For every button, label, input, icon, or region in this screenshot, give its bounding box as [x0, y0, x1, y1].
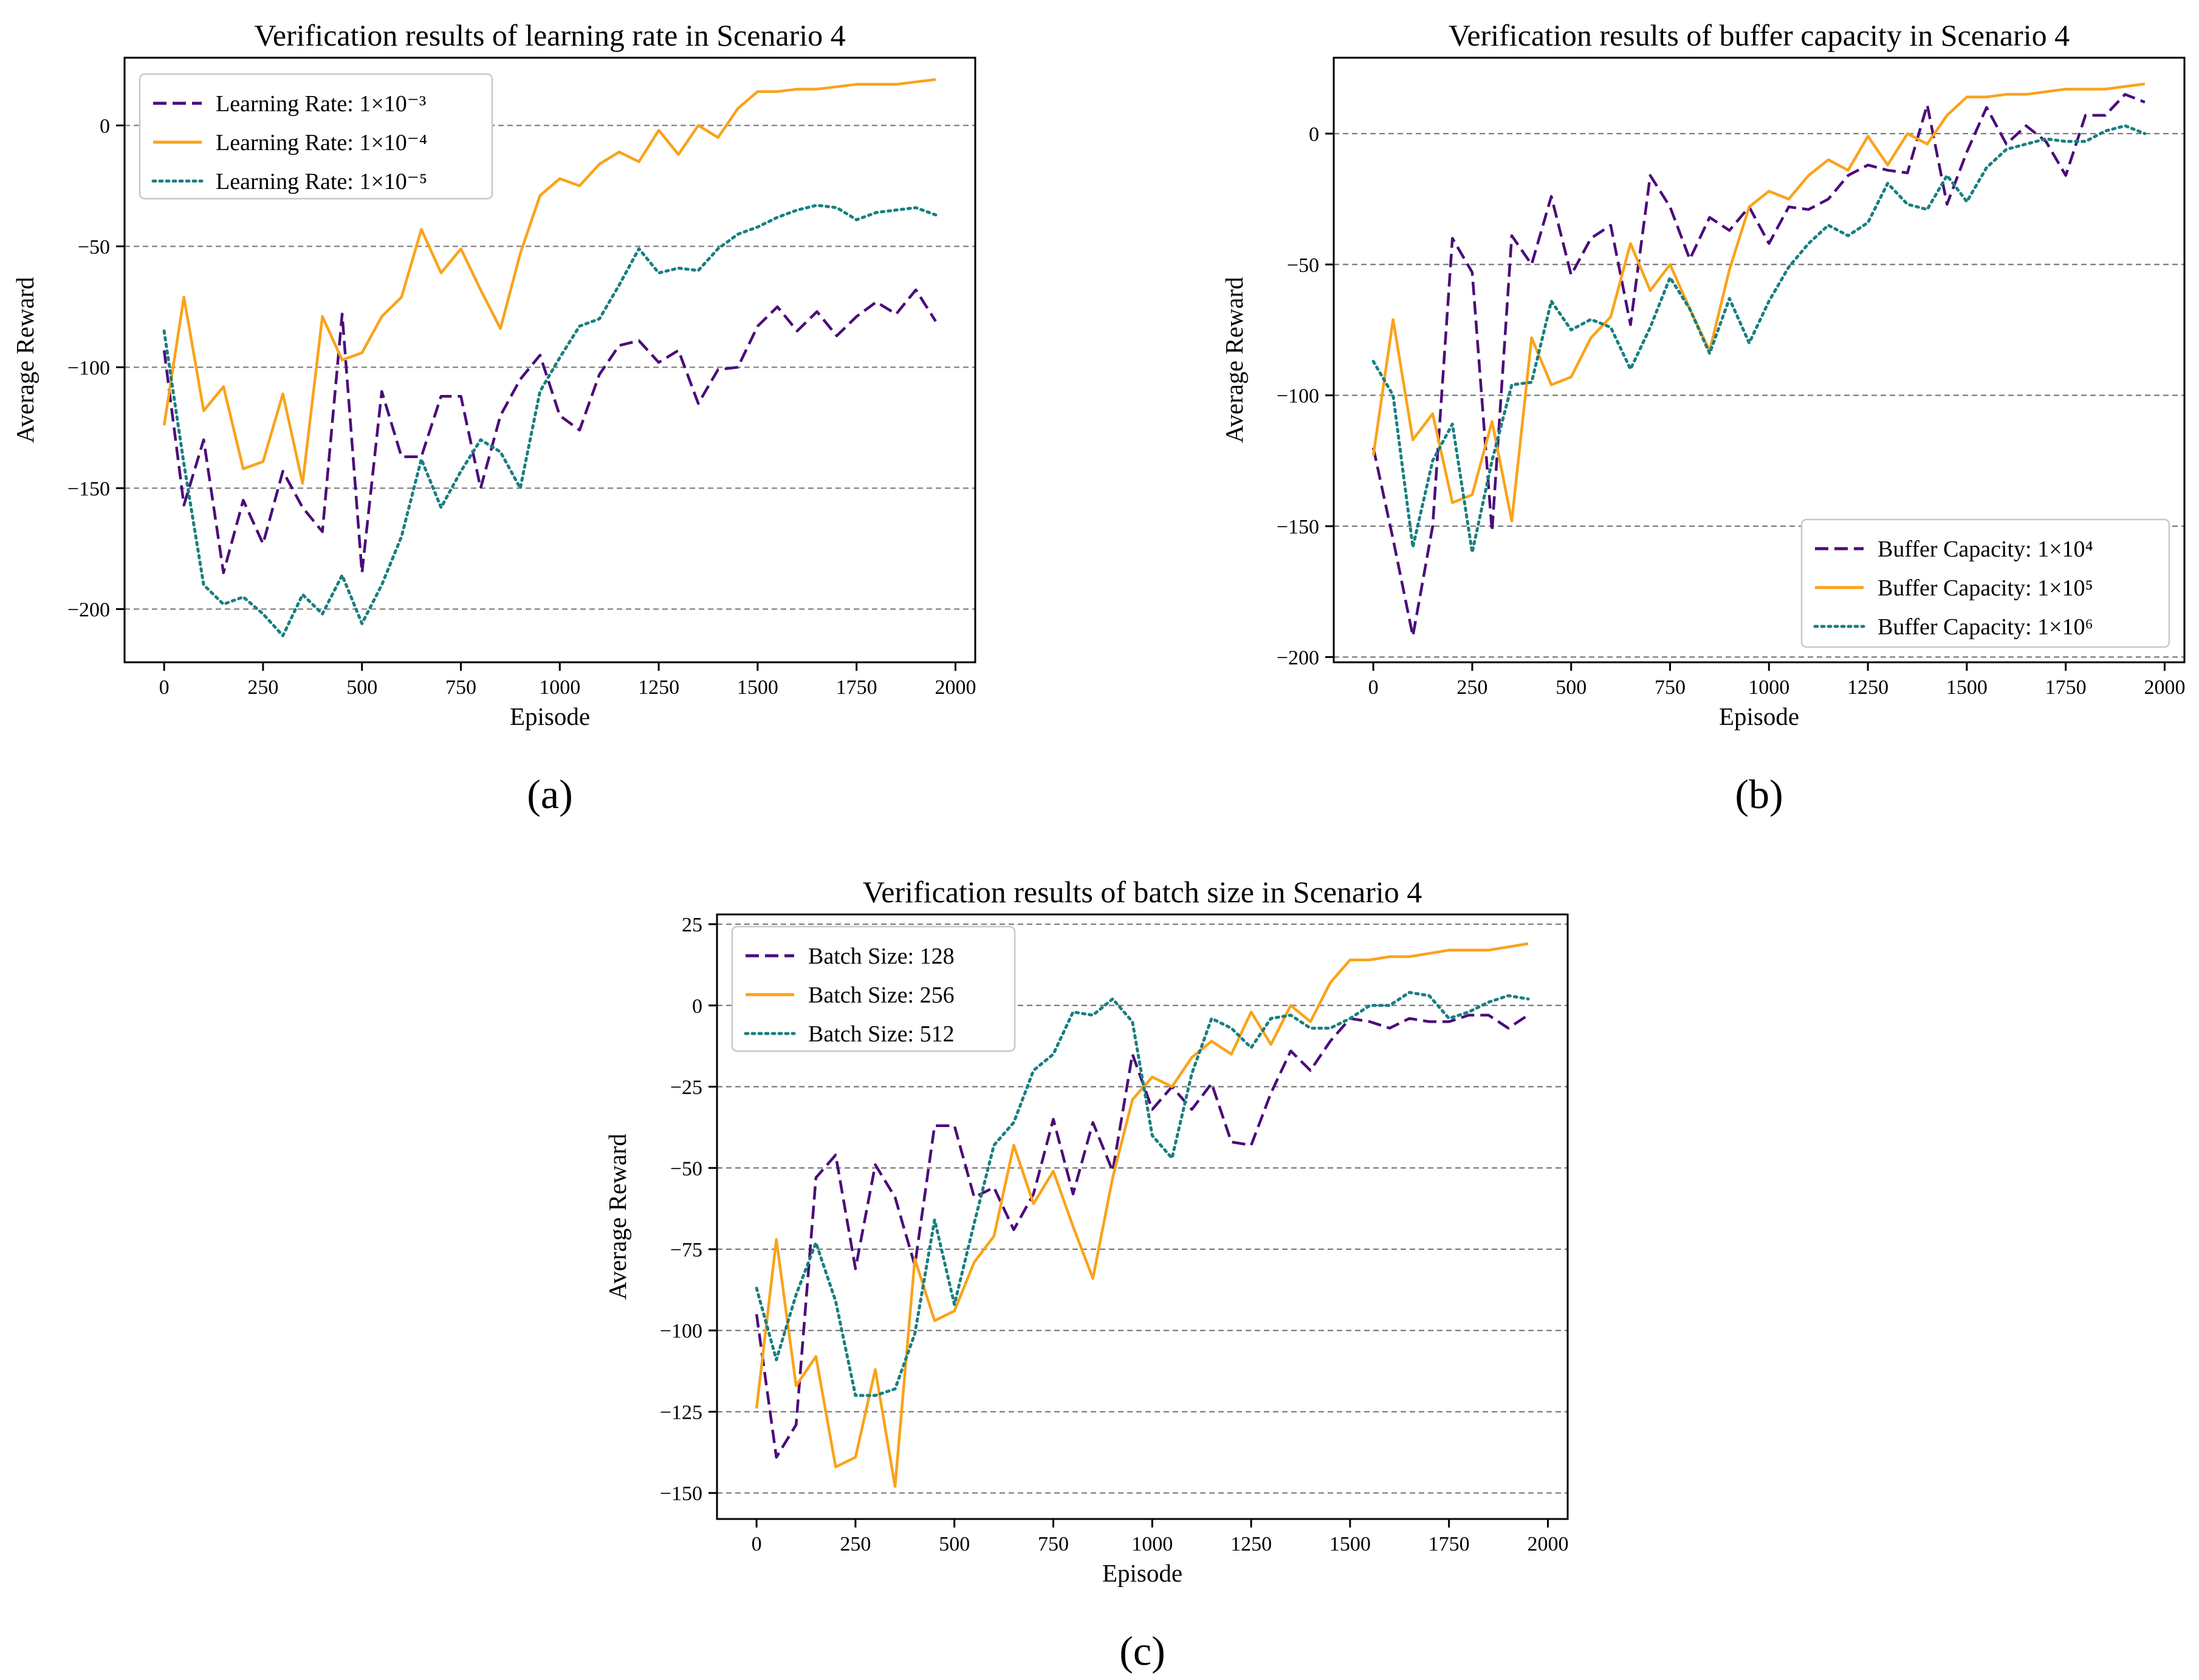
y-axis-label: Average Reward	[11, 277, 39, 444]
y-tick-label: 0	[100, 115, 110, 137]
x-tick-label: 1750	[1429, 1533, 1470, 1555]
plot-frame	[123, 57, 976, 663]
series-line-3	[162, 204, 938, 637]
legend-box	[731, 925, 1016, 1052]
y-tick-label: −125	[660, 1401, 702, 1424]
legend-entry: Learning Rate: 1×10⁻⁴	[216, 130, 427, 156]
chart-a: 0 250 500 750 1000 1250 1500 1750 2000 0 −50 −100 −1…	[11, 18, 976, 817]
chart-title: Verification results of buffer capacity …	[1449, 18, 2070, 52]
x-tick-label: 500	[1556, 676, 1587, 699]
chart-b: 0 250 500 750 1000 1250 1500 1750 2000 0 −50 −100 −1…	[1220, 18, 2186, 817]
plot-frame	[1333, 57, 2186, 663]
y-tick-label: −200	[1277, 646, 1319, 669]
legend-entry: Batch Size: 128	[808, 944, 955, 969]
legend-entry: Learning Rate: 1×10⁻⁵	[216, 169, 427, 194]
x-tick-label: 1250	[1847, 676, 1889, 699]
x-tick-label: 1250	[638, 676, 679, 699]
x-tick-label: 250	[247, 676, 278, 699]
legend-box	[139, 73, 493, 200]
series-line-1	[1371, 93, 2146, 638]
x-tick-label: 750	[1655, 676, 1686, 699]
legend-box	[1800, 518, 2170, 648]
series-line-1	[162, 288, 937, 574]
chart-title: Verification results of batch size in Sc…	[863, 875, 1422, 909]
legend-entry: Batch Size: 512	[808, 1021, 955, 1047]
x-tick-label: 750	[1038, 1533, 1069, 1555]
legend-entry: Buffer Capacity: 1×10⁴	[1878, 537, 2093, 562]
x-tick-label: 2000	[2144, 676, 2185, 699]
x-tick-label: 0	[1368, 676, 1379, 699]
x-tick-label: 2000	[1527, 1533, 1568, 1555]
legend: Learning Rate: 1×10⁻³ Learning Rate: 1×10…	[139, 73, 493, 200]
x-tick-label: 1750	[2045, 676, 2087, 699]
x-tick-label: 750	[445, 676, 476, 699]
x-tick-label: 500	[346, 676, 377, 699]
x-axis-label: Episode	[510, 702, 590, 730]
y-tick-label: −25	[670, 1077, 702, 1099]
y-tick-label: −50	[1287, 254, 1319, 276]
legend: Batch Size: 128 Batch Size: 256 Batch Size…	[731, 925, 1016, 1052]
x-tick-label: 1500	[1329, 1533, 1371, 1555]
x-axis-label: Episode	[1719, 702, 1799, 730]
y-tick-label: −100	[1277, 385, 1319, 408]
x-tick-label: 250	[1456, 676, 1487, 699]
x-tick-label: 2000	[935, 676, 976, 699]
y-tick-label: −200	[67, 598, 110, 621]
x-tick-label: 0	[752, 1533, 762, 1555]
y-tick-label: 25	[682, 914, 702, 936]
series-line-3	[755, 990, 1530, 1397]
legend-entry: Buffer Capacity: 1×10⁶	[1878, 614, 2093, 640]
x-tick-label: 500	[939, 1533, 970, 1555]
legend: Buffer Capacity: 1×10⁴ Buffer Capacity: 1…	[1800, 518, 2170, 648]
panel-label: (a)	[527, 771, 572, 817]
y-tick-label: 0	[1309, 123, 1319, 146]
plot-frame	[716, 913, 1569, 1520]
y-tick-label: −150	[660, 1483, 702, 1505]
x-axis-label: Episode	[1102, 1559, 1182, 1587]
y-axis-label: Average Reward	[603, 1134, 631, 1300]
series-line-2	[162, 78, 936, 485]
x-tick-label: 1500	[737, 676, 778, 699]
panel-label: (b)	[1735, 771, 1783, 817]
panel-label: (c)	[1119, 1628, 1165, 1674]
x-tick-label: 0	[159, 676, 170, 699]
x-tick-label: 1500	[1946, 676, 1988, 699]
legend-entry: Batch Size: 256	[808, 982, 955, 1008]
y-tick-label: −50	[78, 236, 110, 258]
x-tick-label: 1000	[1131, 1533, 1173, 1555]
y-tick-label: −100	[67, 357, 110, 379]
series-line-2	[1371, 82, 2146, 523]
x-tick-label: 250	[840, 1533, 871, 1555]
chart-c: 0 250 500 750 1000 1250 1500 1750 2000250−25−50−…	[603, 875, 1569, 1674]
x-tick-label: 1000	[539, 676, 580, 699]
y-tick-label: 0	[692, 995, 702, 1018]
y-axis-label: Average Reward	[1220, 277, 1248, 444]
y-tick-label: −150	[1277, 516, 1319, 538]
x-tick-label: 1750	[836, 676, 877, 699]
series-line-3	[1371, 124, 2147, 554]
y-tick-label: −75	[670, 1239, 702, 1261]
y-tick-label: −150	[67, 478, 110, 500]
legend-entry: Buffer Capacity: 1×10⁵	[1878, 575, 2093, 601]
x-tick-label: 1250	[1230, 1533, 1272, 1555]
x-tick-label: 1000	[1748, 676, 1789, 699]
y-tick-label: −50	[670, 1157, 702, 1180]
series-line-2	[755, 942, 1529, 1488]
y-tick-label: −100	[660, 1320, 702, 1343]
legend-entry: Learning Rate: 1×10⁻³	[216, 91, 426, 117]
chart-title: Verification results of learning rate in…	[254, 18, 845, 52]
